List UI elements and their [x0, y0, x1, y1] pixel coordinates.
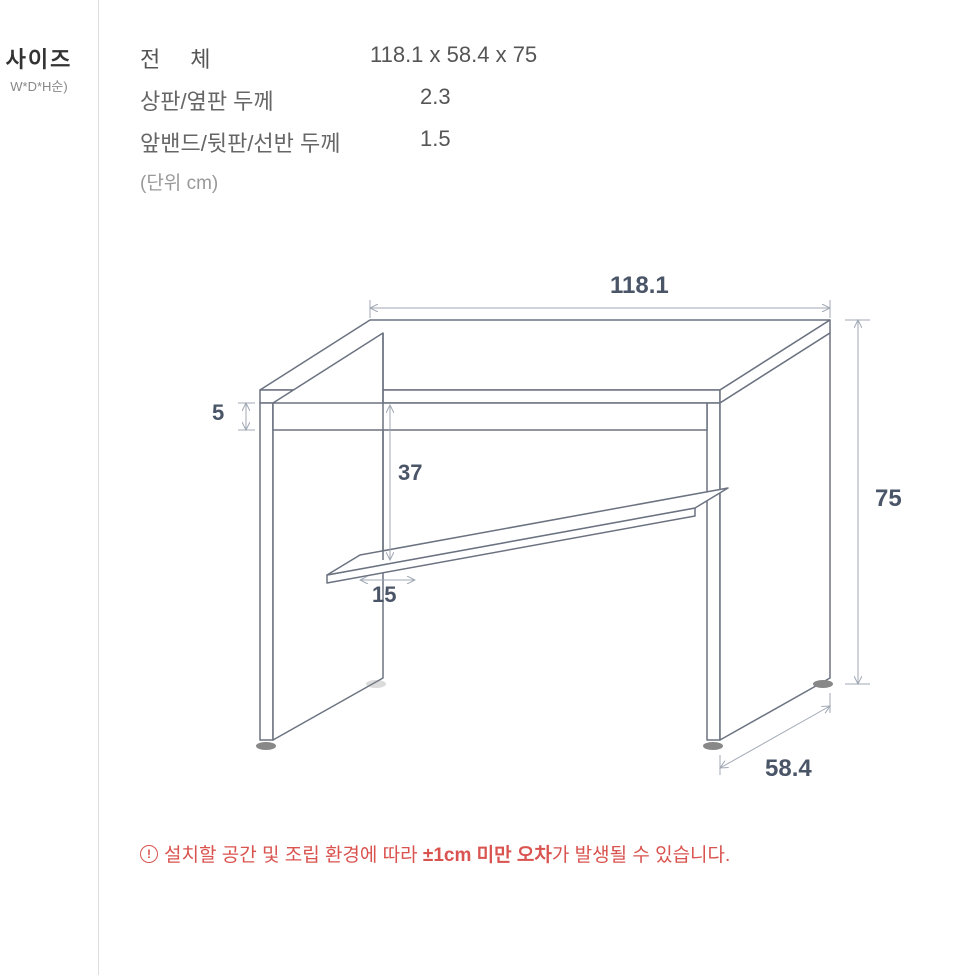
spec-label: 앞밴드/뒷판/선반 두께 [140, 126, 420, 158]
spec-row-top-thickness: 상판/옆판 두께 2.3 [140, 84, 537, 116]
spec-value: 1.5 [420, 126, 451, 158]
spec-row-shelf-thickness: 앞밴드/뒷판/선반 두께 1.5 [140, 126, 537, 158]
spec-value: 118.1 x 58.4 x 75 [370, 42, 537, 74]
sidebar-title: 사이즈 [0, 42, 78, 74]
dim-apron: 5 [212, 400, 224, 426]
sidebar-size-label: 사이즈 W*D*H순) [0, 42, 78, 95]
dim-shelf-height: 37 [398, 460, 422, 486]
desk-svg [130, 260, 950, 820]
spec-label: 상판/옆판 두께 [140, 84, 420, 116]
warning-icon: ! [140, 845, 158, 863]
spec-label: 전체 [140, 42, 370, 74]
sidebar-subtitle: W*D*H순) [0, 76, 78, 95]
dim-depth: 58.4 [765, 755, 812, 783]
spec-value: 2.3 [420, 84, 451, 116]
unit-note: (단위 cm) [140, 168, 537, 195]
dim-height: 75 [875, 485, 902, 513]
spec-table: 전체 118.1 x 58.4 x 75 상판/옆판 두께 2.3 앞밴드/뒷판… [140, 42, 537, 195]
dim-width: 118.1 [610, 272, 669, 300]
tolerance-warning: ! 설치할 공간 및 조립 환경에 따라 ±1cm 미만 오차가 발생될 수 있… [140, 840, 730, 867]
dim-shelf-depth: 15 [372, 582, 396, 608]
vertical-divider [98, 0, 99, 975]
desk-dimension-diagram: 118.1 5 37 15 75 58.4 [130, 260, 950, 820]
warning-text: 설치할 공간 및 조립 환경에 따라 ±1cm 미만 오차가 발생될 수 있습니… [164, 840, 730, 867]
spec-row-overall: 전체 118.1 x 58.4 x 75 [140, 42, 537, 74]
